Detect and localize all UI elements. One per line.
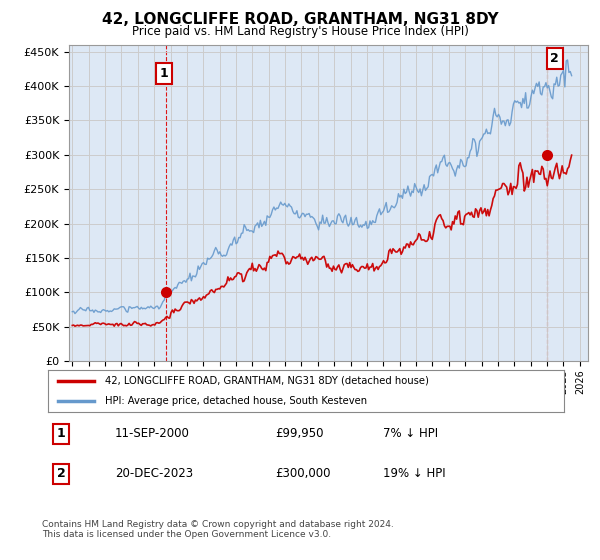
Text: 1: 1 (160, 67, 169, 80)
Text: 7% ↓ HPI: 7% ↓ HPI (383, 427, 439, 440)
Text: Price paid vs. HM Land Registry's House Price Index (HPI): Price paid vs. HM Land Registry's House … (131, 25, 469, 38)
Text: 19% ↓ HPI: 19% ↓ HPI (383, 468, 446, 480)
Text: 20-DEC-2023: 20-DEC-2023 (115, 468, 193, 480)
Text: 2: 2 (550, 52, 559, 65)
Text: £300,000: £300,000 (275, 468, 331, 480)
Text: 11-SEP-2000: 11-SEP-2000 (115, 427, 190, 440)
Text: £99,950: £99,950 (275, 427, 323, 440)
Text: 42, LONGCLIFFE ROAD, GRANTHAM, NG31 8DY: 42, LONGCLIFFE ROAD, GRANTHAM, NG31 8DY (101, 12, 499, 27)
Text: 1: 1 (56, 427, 65, 440)
Text: HPI: Average price, detached house, South Kesteven: HPI: Average price, detached house, Sout… (105, 396, 367, 406)
Text: 42, LONGCLIFFE ROAD, GRANTHAM, NG31 8DY (detached house): 42, LONGCLIFFE ROAD, GRANTHAM, NG31 8DY … (105, 376, 428, 386)
Text: Contains HM Land Registry data © Crown copyright and database right 2024.
This d: Contains HM Land Registry data © Crown c… (42, 520, 394, 539)
Text: 2: 2 (56, 468, 65, 480)
